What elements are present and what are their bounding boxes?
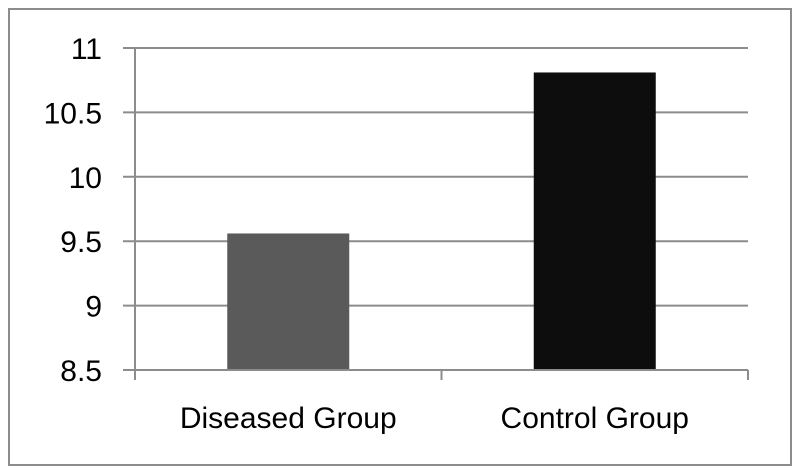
axes xyxy=(134,48,749,380)
chart-frame xyxy=(8,8,792,466)
y-tick-label: 9 xyxy=(85,291,102,324)
x-category-label: Diseased Group xyxy=(180,402,397,435)
bar-diseased-group xyxy=(227,233,350,370)
bars xyxy=(227,72,656,371)
y-tick-label: 10.5 xyxy=(44,97,102,130)
y-tick-label: 10 xyxy=(69,162,102,195)
y-tick-label: 11 xyxy=(71,33,102,66)
y-tick-label: 9.5 xyxy=(60,226,102,259)
bar-control-group xyxy=(533,72,656,371)
labels: 8.5 9 9.5 10 10.5 11 Diseased Group Control Gro… xyxy=(44,33,689,435)
y-tick-label: 8.5 xyxy=(60,355,102,388)
x-category-label: Control Group xyxy=(501,402,689,435)
